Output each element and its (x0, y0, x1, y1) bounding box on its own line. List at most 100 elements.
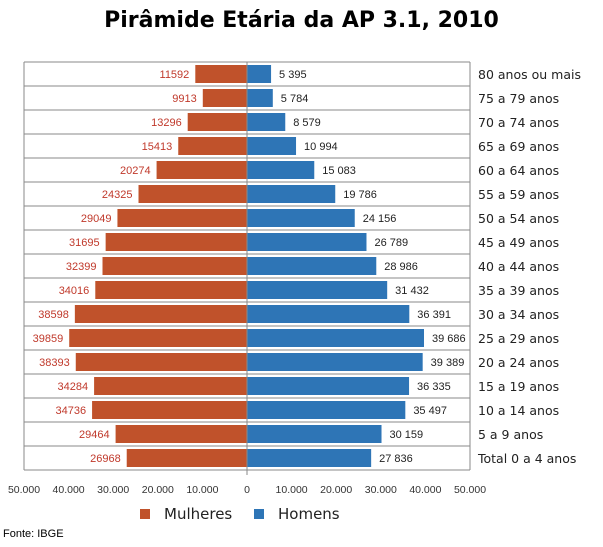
bar-homens (247, 425, 382, 443)
bar-mulheres (126, 449, 247, 467)
data-label-homens: 8 579 (293, 117, 321, 129)
legend-item-homens: Homens (254, 505, 340, 523)
data-label-mulheres: 24325 (102, 189, 133, 201)
data-label-mulheres: 9913 (172, 93, 196, 105)
bar-mulheres (94, 377, 248, 395)
category-label: 5 a 9 anos (478, 427, 543, 442)
bar-mulheres (115, 425, 247, 443)
data-label-homens: 15 083 (322, 165, 356, 177)
bar-mulheres (178, 137, 247, 155)
bar-homens (247, 449, 372, 467)
category-label: 70 a 74 anos (478, 115, 559, 130)
bar-homens (247, 401, 406, 419)
data-label-homens: 36 335 (417, 381, 451, 393)
bar-mulheres (69, 329, 248, 347)
data-label-mulheres: 26968 (90, 453, 121, 465)
bar-mulheres (138, 185, 247, 203)
bar-mulheres (95, 281, 248, 299)
x-tick-label: 50.000 (454, 484, 486, 496)
bar-homens (247, 113, 286, 131)
category-label: 60 a 64 anos (478, 163, 559, 178)
category-label: 65 a 69 anos (478, 139, 559, 154)
x-tick-label: 10.000 (186, 484, 218, 496)
source-note: Fonte: IBGE (3, 528, 64, 540)
data-label-mulheres: 31695 (69, 237, 100, 249)
data-label-mulheres: 15413 (142, 141, 173, 153)
x-tick-label: 20.000 (142, 484, 174, 496)
data-label-mulheres: 29464 (79, 429, 110, 441)
data-label-mulheres: 38393 (39, 357, 70, 369)
bar-homens (247, 137, 297, 155)
bar-mulheres (74, 305, 247, 323)
data-label-mulheres: 32399 (66, 261, 97, 273)
bar-homens (247, 329, 424, 347)
bar-homens (247, 89, 273, 107)
data-label-homens: 5 395 (279, 69, 307, 81)
data-label-mulheres: 34016 (59, 285, 90, 297)
data-label-homens: 26 789 (374, 237, 408, 249)
bar-homens (247, 209, 355, 227)
data-label-homens: 19 786 (343, 189, 377, 201)
chart-title: Pirâmide Etária da AP 3.1, 2010 (104, 8, 499, 33)
data-label-mulheres: 39859 (33, 333, 64, 345)
data-label-homens: 36 391 (417, 309, 451, 321)
data-label-mulheres: 38598 (38, 309, 69, 321)
bar-mulheres (75, 353, 248, 371)
category-label: 20 a 24 anos (478, 355, 559, 370)
data-label-homens: 28 986 (384, 261, 418, 273)
bar-mulheres (105, 233, 248, 251)
bar-homens (247, 65, 272, 83)
legend-swatch-mulheres (140, 509, 150, 519)
bar-homens (247, 377, 410, 395)
x-tick-label: 20.000 (320, 484, 352, 496)
data-label-mulheres: 34736 (55, 405, 86, 417)
data-label-homens: 5 784 (281, 93, 309, 105)
category-label: 10 a 14 anos (478, 403, 559, 418)
category-label: 75 a 79 anos (478, 91, 559, 106)
bar-homens (247, 233, 367, 251)
bar-homens (247, 185, 336, 203)
data-label-homens: 24 156 (363, 213, 397, 225)
category-label: 35 a 39 anos (478, 283, 559, 298)
data-label-homens: 31 432 (395, 285, 429, 297)
category-label: 15 a 19 anos (478, 379, 559, 394)
category-label: 40 a 44 anos (478, 259, 559, 274)
x-tick-label: 40.000 (409, 484, 441, 496)
x-tick-label: 50.000 (8, 484, 40, 496)
category-label: 55 a 59 anos (478, 187, 559, 202)
category-label: 45 a 49 anos (478, 235, 559, 250)
category-label: 25 a 29 anos (478, 331, 559, 346)
data-label-mulheres: 29049 (81, 213, 112, 225)
data-label-mulheres: 11592 (160, 69, 190, 81)
legend-item-mulheres: Mulheres (140, 505, 232, 523)
data-label-homens: 35 497 (413, 405, 447, 417)
data-label-homens: 39 686 (432, 333, 466, 345)
bar-homens (247, 305, 410, 323)
bar-homens (247, 281, 388, 299)
x-tick-label: 40.000 (53, 484, 85, 496)
category-label: 80 anos ou mais (478, 67, 581, 82)
legend-label-homens: Homens (278, 505, 340, 523)
bar-homens (247, 353, 423, 371)
bar-homens (247, 161, 315, 179)
category-label: 50 a 54 anos (478, 211, 559, 226)
bar-mulheres (117, 209, 247, 227)
legend-swatch-homens (254, 509, 264, 519)
data-label-mulheres: 20274 (120, 165, 151, 177)
data-label-homens: 27 836 (379, 453, 413, 465)
data-label-homens: 10 994 (304, 141, 338, 153)
x-tick-label: 10.000 (276, 484, 308, 496)
data-label-mulheres: 13296 (151, 117, 182, 129)
bar-mulheres (156, 161, 247, 179)
bar-mulheres (102, 257, 247, 275)
x-tick-label: 30.000 (97, 484, 129, 496)
bar-mulheres (187, 113, 247, 131)
bar-mulheres (92, 401, 247, 419)
data-label-homens: 30 159 (390, 429, 424, 441)
data-label-mulheres: 34284 (57, 381, 88, 393)
legend-label-mulheres: Mulheres (164, 505, 233, 523)
x-tick-label: 0 (244, 484, 250, 496)
category-label: Total 0 a 4 anos (477, 451, 576, 466)
category-label: 30 a 34 anos (478, 307, 559, 322)
